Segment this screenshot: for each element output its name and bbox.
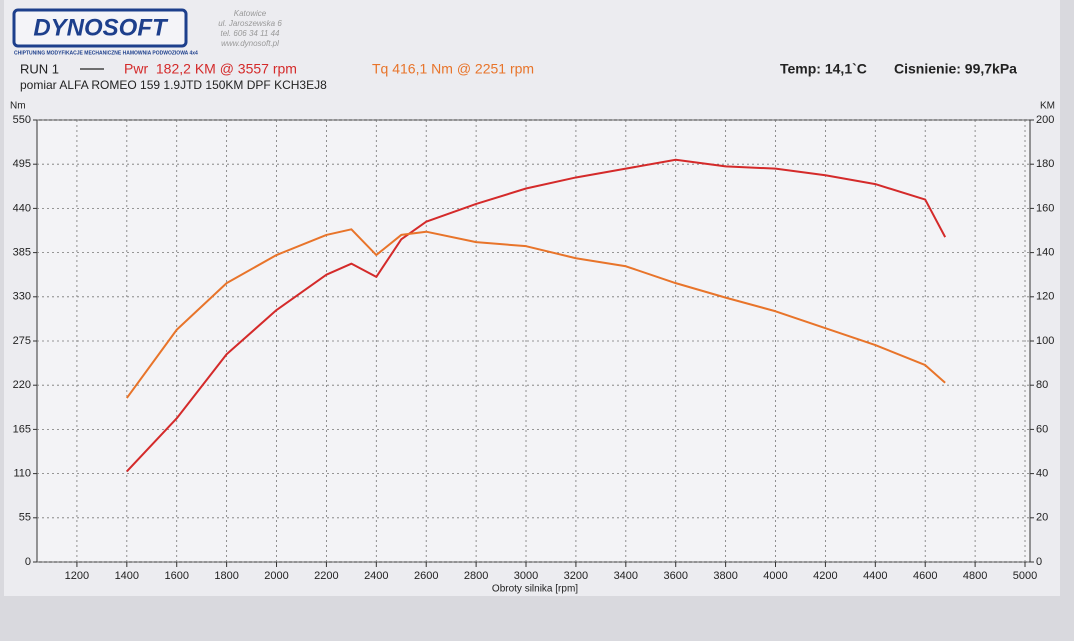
x-tick-label: 3400 [614, 570, 638, 582]
series-line [126, 228, 946, 399]
y-tick-label: 495 [13, 158, 31, 170]
x-tick-label: 3200 [564, 570, 588, 582]
y-tick-label: 385 [13, 247, 31, 259]
address: Katowice [234, 9, 267, 18]
logo-box [12, 8, 188, 48]
x-tick-label: 2000 [264, 570, 288, 582]
x-tick-label: 1800 [214, 570, 238, 582]
x-tick-label: 1600 [164, 570, 188, 582]
y2-tick-label: 80 [1036, 379, 1048, 391]
legend-label: Pwr 182,2 KM @ 3557 rpm [124, 61, 297, 77]
temperature: Temp: 14,1`C [780, 61, 867, 77]
y2-tick-label: 40 [1036, 468, 1048, 480]
x-tick-label: 4600 [913, 570, 937, 582]
x-tick-label: 3600 [663, 570, 687, 582]
x-tick-label: 2600 [414, 570, 438, 582]
y2-tick-label: 120 [1036, 291, 1054, 303]
x-tick-label: 4800 [963, 570, 987, 582]
x-tick-label: 1400 [115, 570, 139, 582]
y-tick-label: 550 [13, 114, 31, 126]
x-tick-label: 4400 [863, 570, 887, 582]
y-tick-label: 0 [25, 556, 31, 568]
subtitle: pomiar ALFA ROMEO 159 1.9JTD 150KM DPF K… [20, 78, 327, 92]
x-tick-label: 3000 [514, 570, 538, 582]
series-line [126, 158, 947, 473]
x-tick-label: 2200 [314, 570, 338, 582]
x-tick-label: 5000 [1013, 570, 1037, 582]
address: www.dynosoft.pl [221, 39, 279, 48]
x-tick-label: 2800 [464, 570, 488, 582]
run-label: RUN 1 [20, 61, 59, 76]
y-tick-label: 165 [13, 423, 31, 435]
y-tick-label: 55 [19, 512, 31, 524]
y2-tick-label: 20 [1036, 512, 1048, 524]
y-tick-label: 440 [13, 202, 31, 214]
y-tick-label: 220 [13, 379, 31, 391]
y-tick-label: 275 [13, 335, 31, 347]
x-axis-label: Obroty silnika [rpm] [492, 584, 578, 595]
logo: DYNOSOFT [33, 14, 169, 41]
x-tick-label: 3800 [713, 570, 737, 582]
y2-axis-label: KM [1040, 101, 1055, 112]
x-tick-label: 4200 [813, 570, 837, 582]
y2-tick-label: 140 [1036, 247, 1054, 259]
tagline: CHIPTUNING MODYFIKACJE MECHANICZNE HAMOW… [14, 50, 198, 56]
address: ul. Jaroszewska 6 [218, 19, 282, 28]
pressure: Cisnienie: 99,7kPa [894, 61, 1017, 77]
y2-tick-label: 160 [1036, 202, 1054, 214]
y2-tick-label: 60 [1036, 423, 1048, 435]
y-tick-label: 110 [13, 468, 31, 480]
x-tick-label: 2400 [364, 570, 388, 582]
y-axis-label: Nm [10, 101, 26, 112]
y2-tick-label: 0 [1036, 556, 1042, 568]
legend-label: Tq 416,1 Nm @ 2251 rpm [372, 61, 534, 77]
x-tick-label: 4000 [763, 570, 787, 582]
address: tel. 606 34 11 44 [220, 29, 280, 38]
y-tick-label: 330 [13, 291, 31, 303]
y2-tick-label: 100 [1036, 335, 1054, 347]
x-tick-label: 1200 [65, 570, 89, 582]
y2-tick-label: 180 [1036, 158, 1054, 170]
y2-tick-label: 200 [1036, 114, 1054, 126]
